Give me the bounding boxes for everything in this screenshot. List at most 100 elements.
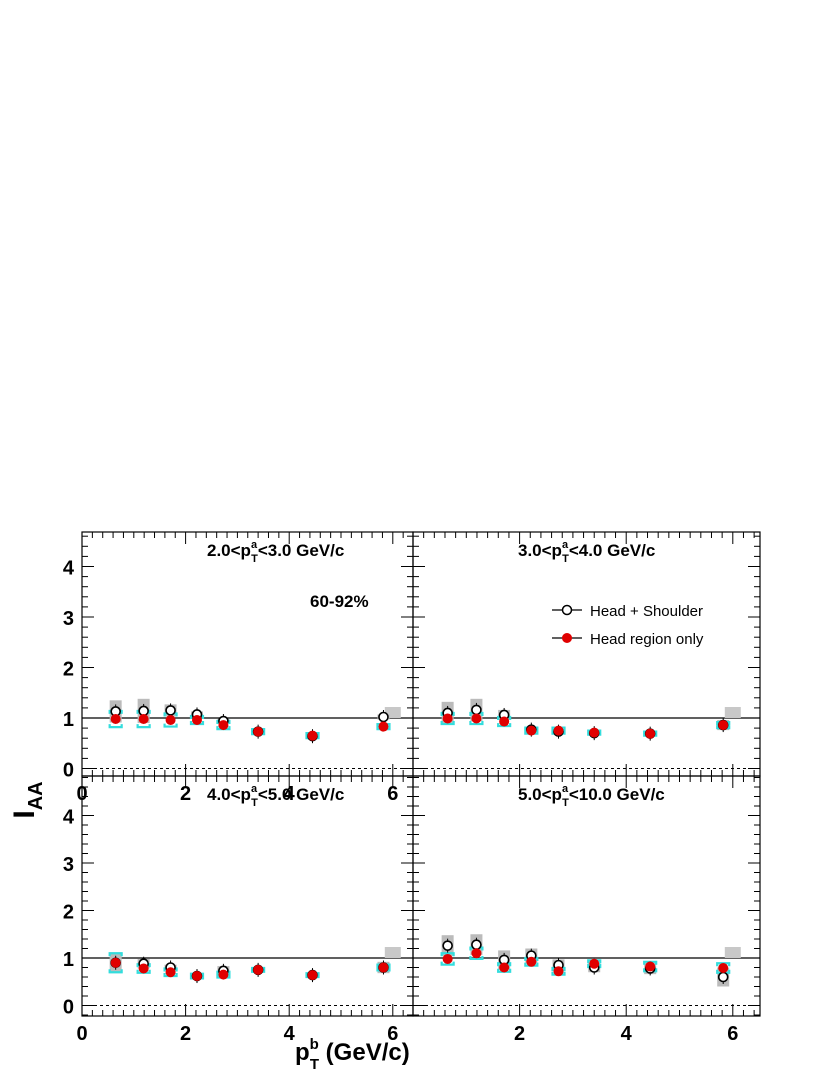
y-tick-label-1: 1 — [63, 709, 74, 731]
norm-uncertainty-box — [724, 947, 741, 958]
panel-title-sub: T — [251, 553, 258, 565]
point-head-only — [110, 714, 121, 725]
panel-title-sub: T — [562, 797, 569, 809]
panel-title-sup: a — [251, 783, 258, 795]
point-head-only — [138, 963, 149, 974]
point-head-shoulder — [165, 705, 176, 716]
x-tick-label-2: 2 — [180, 783, 191, 805]
panel-top-right: 3.0<pa T<4.0 GeV/c — [412, 531, 761, 777]
panel-title: 4.0<pa T<5.0 GeV/c — [207, 783, 344, 809]
point-head-only — [718, 962, 729, 973]
centrality-label: 60-92% — [310, 592, 369, 611]
panel-title-sup: a — [562, 539, 569, 551]
point-head-only — [718, 720, 729, 731]
point-head-only — [442, 713, 453, 724]
panel-title-post: <4.0 GeV/c — [569, 541, 655, 560]
x-tick-label-4: 4 — [284, 1023, 296, 1045]
point-head-only — [471, 713, 482, 724]
panel-title: 5.0<pa T<10.0 GeV/c — [518, 783, 665, 809]
point-head-only — [442, 953, 453, 964]
point-head-only — [589, 727, 600, 738]
point-head-shoulder — [717, 971, 729, 983]
norm-uncertainty-box — [384, 707, 401, 718]
y-axis-label-main: I — [8, 810, 41, 818]
y-tick-label-3: 3 — [63, 608, 74, 630]
point-head-only — [191, 971, 202, 982]
point-head-only — [589, 958, 600, 969]
y-tick-label-3: 3 — [63, 854, 74, 876]
point-head-only — [553, 725, 564, 736]
point-head-only — [165, 715, 176, 726]
point-head-only — [253, 726, 264, 737]
panel-title-pre: 5.0<p — [518, 785, 562, 804]
panel-title-post: <3.0 GeV/c — [258, 541, 344, 560]
point-head-only — [526, 725, 537, 736]
y-axis-label: IAA — [8, 781, 47, 818]
panel-title-sup: a — [251, 539, 258, 551]
panel-title-pre: 3.0<p — [518, 541, 562, 560]
legend: Head + Shoulder Head region only — [552, 603, 704, 648]
sys-bracket-head-only — [440, 952, 455, 966]
legend-marker-head-shoulder — [561, 604, 573, 616]
y-tick-label-2: 2 — [63, 902, 74, 924]
panel-title: 3.0<pa T<4.0 GeV/c — [518, 539, 655, 565]
norm-uncertainty-box — [724, 707, 741, 718]
point-head-only — [110, 957, 121, 968]
x-tick-label-6: 6 — [387, 1023, 398, 1045]
x-tick-label-4: 4 — [284, 783, 296, 805]
point-head-only — [253, 964, 264, 975]
point-head-only — [471, 948, 482, 959]
x-tick-label-6: 6 — [727, 1023, 738, 1045]
y-tick-label-2: 2 — [63, 659, 74, 681]
legend-marker-head-only — [562, 633, 572, 643]
point-head-only — [553, 966, 564, 977]
norm-uncertainty-box — [384, 947, 401, 958]
x-tick-label-0: 0 — [76, 1023, 87, 1045]
point-head-only — [165, 967, 176, 978]
panel-bottom-right: 2 4 6 5.0<pa T<10.0 GeV/c — [412, 775, 761, 1045]
y-tick-label-0: 0 — [63, 997, 74, 1019]
panel-title-pre: 2.0<p — [207, 541, 251, 560]
panel-title-post: <5.0 GeV/c — [258, 785, 344, 804]
point-head-only — [191, 715, 202, 726]
x-axis-label-sub: T — [310, 1056, 319, 1073]
y-tick-label-4: 4 — [63, 807, 75, 829]
point-head-shoulder — [442, 940, 453, 951]
point-head-only — [218, 969, 229, 980]
point-head-only — [499, 716, 510, 727]
point-head-shoulder — [378, 711, 389, 723]
panel-title-sup: a — [562, 783, 569, 795]
legend-label-head-shoulder: Head + Shoulder — [590, 603, 703, 620]
point-head-only — [307, 970, 318, 981]
legend-label-head-only: Head region only — [590, 631, 704, 648]
x-axis-label-sup: b — [310, 1036, 319, 1053]
y-axis-label-sub: AA — [25, 781, 47, 810]
y-tick-label-0: 0 — [63, 760, 74, 782]
panel-title-sub: T — [562, 553, 569, 565]
point-head-only — [218, 720, 229, 731]
sys-bracket-head-only — [108, 952, 123, 974]
y-tick-label-4: 4 — [63, 558, 75, 580]
x-axis-label-tail: (GeV/c) — [319, 1039, 410, 1066]
point-head-only — [378, 721, 389, 732]
x-tick-label-4: 4 — [621, 1023, 633, 1045]
point-head-only — [307, 730, 318, 741]
point-head-shoulder — [471, 704, 482, 716]
point-head-only — [645, 728, 656, 739]
panel-title: 2.0<pa T<3.0 GeV/c — [207, 539, 344, 565]
x-tick-label-2: 2 — [514, 1023, 525, 1045]
point-head-only — [378, 962, 389, 973]
panel-title-pre: 4.0<p — [207, 785, 251, 804]
x-axis-label: pb T (GeV/c) — [295, 1036, 410, 1073]
point-head-shoulder — [471, 939, 482, 951]
panel-title-sub: T — [251, 797, 258, 809]
point-head-only — [138, 714, 149, 725]
panel-frame — [412, 775, 761, 1017]
point-head-only — [499, 962, 510, 973]
x-axis-label-main: p — [295, 1039, 310, 1066]
x-tick-label-6: 6 — [387, 783, 398, 805]
panel-title-post: <10.0 GeV/c — [569, 785, 665, 804]
